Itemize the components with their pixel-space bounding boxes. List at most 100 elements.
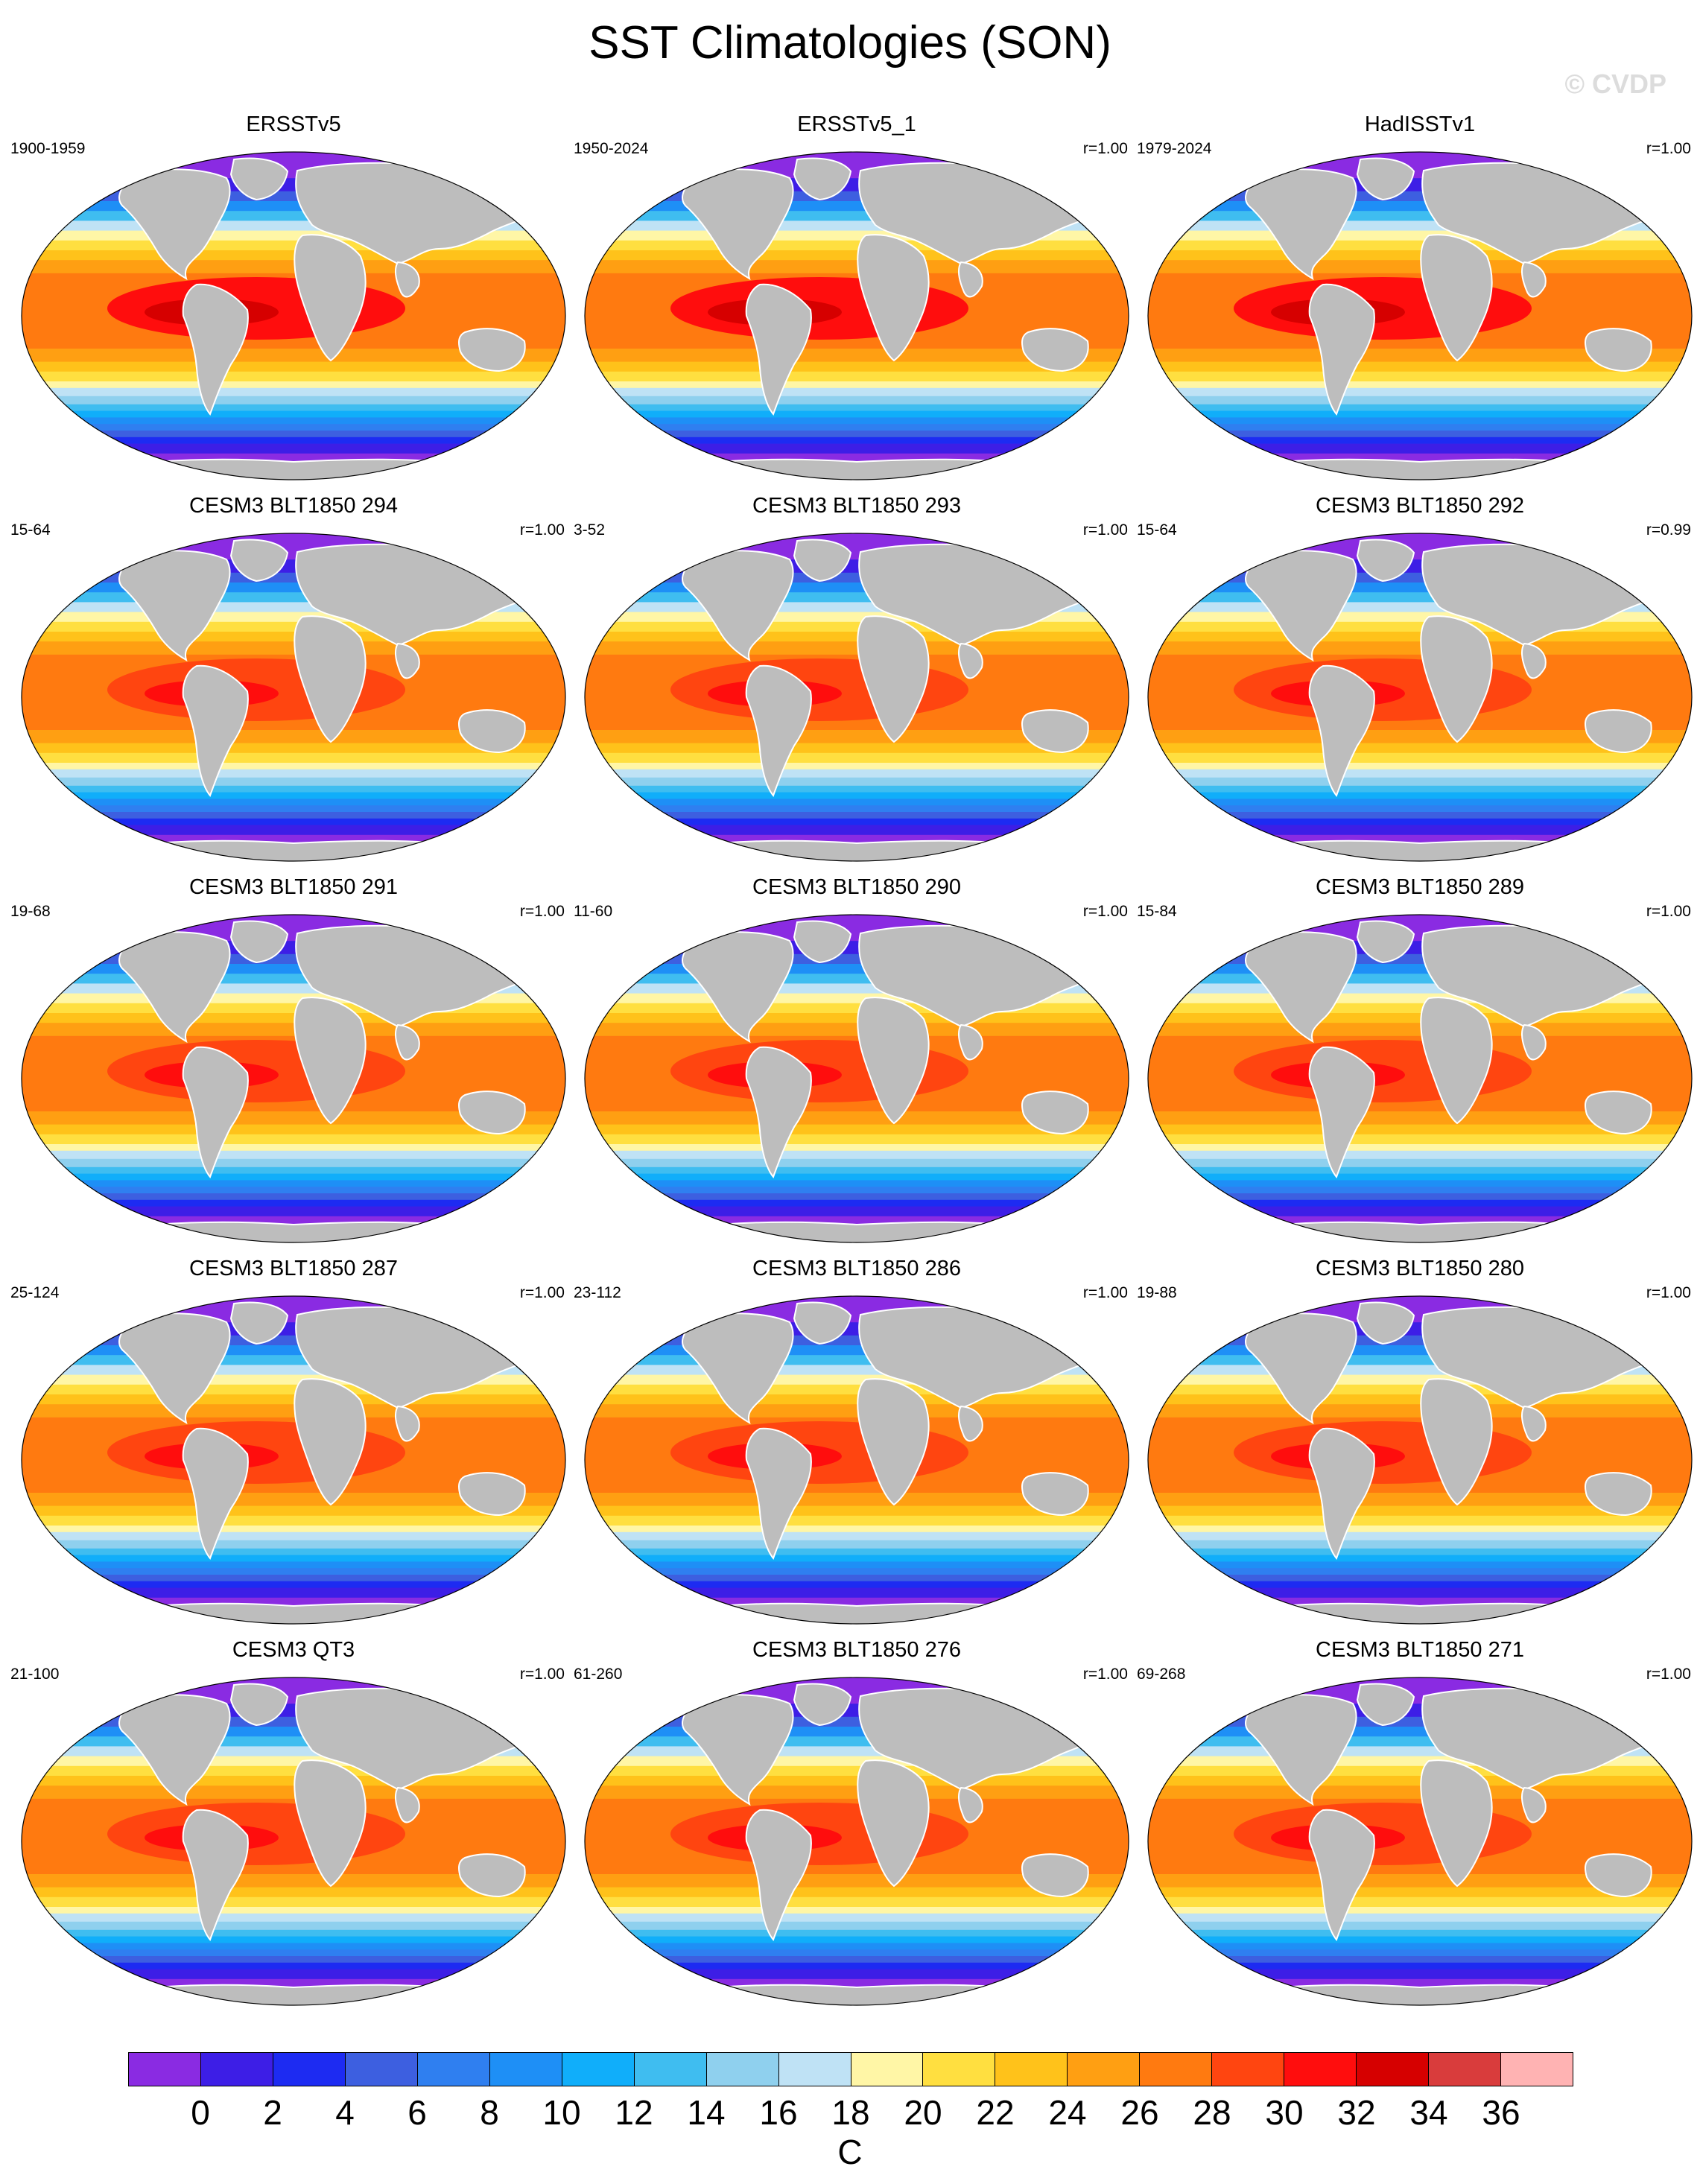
sst-band [585,1969,1129,1980]
sst-band [585,1384,1129,1395]
sst-band [22,1296,565,1324]
sst-band [22,1785,565,1800]
land-mass [229,1301,289,1345]
sst-band [1148,1555,1692,1563]
sst-band [1148,641,1692,655]
sst-band [22,1003,565,1014]
sst-band [585,424,1129,431]
sst-band [22,410,565,419]
sst-band [22,1134,565,1145]
sst-band [22,396,565,405]
panel-title: CESM3 BLT1850 291 [189,875,398,899]
colorbar-tick-label: 30 [1265,2093,1304,2132]
sst-band [1148,1581,1692,1589]
sst-band [22,404,565,412]
sst-band [585,152,1129,180]
sst-band [22,953,565,965]
sst-band [22,1913,565,1923]
land-mass [682,168,794,281]
map-panel: CESM3 BLT1850 271 69-268 r=1.00 [1137,1637,1700,2019]
sst-band [22,1124,565,1135]
sst-band [1148,1187,1692,1194]
sst-band [585,1785,1129,1800]
land-mass [1521,642,1547,679]
sst-band [1148,1949,1692,1957]
sst-band [22,1677,565,1705]
land-mass [1356,920,1415,964]
sst-band [1148,1785,1692,1800]
sst-band [22,381,565,389]
sst-band [1148,572,1692,583]
panel-correlation: r=1.00 [519,903,565,920]
sst-band [1148,349,1692,363]
land-mass [395,1786,420,1823]
sst-map [21,1677,566,2006]
map-panel: CESM3 BLT1850 292 15-64 r=0.99 [1137,493,1700,874]
land-mass [182,283,249,416]
sst-band [585,1335,1129,1346]
sst-band [1148,743,1692,754]
colorbar-tick-label: 36 [1482,2093,1520,2132]
sst-band [585,825,1129,836]
sst-band [1148,1962,1692,1970]
sst-band [22,1505,565,1517]
sst-band [22,533,565,561]
land-mass [1021,1472,1089,1517]
sst-band [1148,240,1692,251]
sst-band [22,1404,565,1418]
sst-band [1148,812,1692,819]
sst-band [1148,1144,1692,1152]
sst-band [585,260,1129,274]
sst-band [585,387,1129,397]
colorbar-box [1284,2053,1357,2086]
colorbar-tick-label: 26 [1120,2093,1159,2132]
sst-band [1148,1394,1692,1406]
sst-band [585,431,1129,438]
sst-band [22,260,565,274]
sst-band [22,417,565,425]
sst-band [22,632,565,643]
sst-band [585,1023,1129,1037]
sst-band [1148,1575,1692,1582]
sst-band [1148,777,1692,787]
sst-band [1148,752,1692,764]
land-mass [857,1378,930,1506]
sst-map [584,1295,1129,1625]
sst-band [585,1166,1129,1175]
land-mass [294,234,367,362]
sst-map [1147,533,1693,862]
sst-band [585,1561,1129,1569]
sst-band [22,792,565,800]
sst-band [585,1526,1129,1533]
sst-band [585,941,1129,955]
sst-band [22,1555,565,1563]
sst-band [22,1322,565,1336]
sst-band [22,1187,565,1194]
map-outline [21,533,566,862]
panel-year-range: 19-68 [10,903,51,920]
sst-band [1148,799,1692,807]
sst-band [1148,381,1692,389]
map-outline [584,1677,1129,2006]
sst-band [22,1887,565,1898]
sst-band [585,1887,1129,1898]
map-panel: CESM3 BLT1850 289 15-84 r=1.00 [1137,874,1700,1256]
sst-band [585,1322,1129,1336]
panel-title: CESM3 BLT1850 287 [189,1257,398,1280]
sst-band [22,1874,565,1888]
sst-band [22,1206,565,1217]
sst-band [585,381,1129,389]
land-mass [958,261,983,298]
sst-band [22,1704,565,1718]
land-mass [745,1809,812,1941]
sst-band [1148,621,1692,632]
sst-band [585,1936,1129,1944]
sst-band [585,572,1129,583]
sst-band [1148,1180,1692,1188]
sst-band [1148,371,1692,382]
sst-map [1147,914,1693,1243]
panel-title: ERSSTv5 [246,112,341,136]
sst-band [1148,1568,1692,1575]
land-mass [294,615,367,743]
sst-band [1148,417,1692,425]
